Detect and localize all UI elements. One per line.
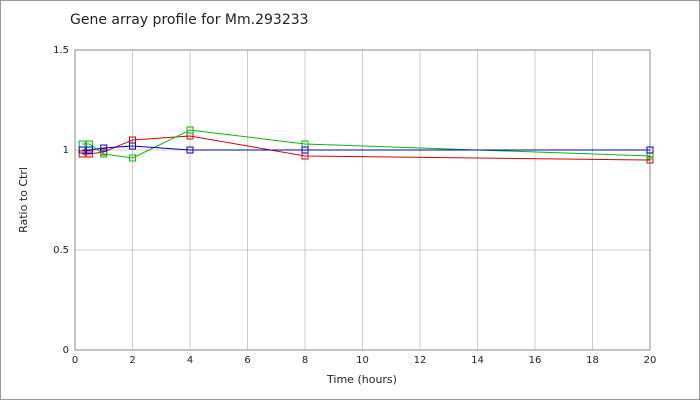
point-marker	[301, 146, 309, 154]
plot-border	[74, 49, 651, 351]
x-tick-label: 2	[129, 355, 135, 366]
series-line	[82, 135, 651, 161]
series-line	[82, 145, 650, 151]
y-axis-label: Ratio to Ctrl	[17, 167, 30, 233]
x-axis-label: Time (hours)	[326, 373, 397, 386]
point-marker	[129, 142, 136, 150]
point-marker	[85, 146, 93, 154]
point-marker	[78, 150, 86, 158]
y-tick-label: 0.5	[53, 245, 69, 256]
x-tick-label: 8	[302, 355, 308, 366]
x-tick-label: 12	[414, 355, 427, 366]
x-tick-label: 20	[644, 355, 657, 366]
y-tick-label: 0	[63, 345, 69, 356]
series-line	[82, 129, 651, 159]
y-tick-label: 1	[63, 145, 69, 156]
point-marker	[129, 154, 136, 162]
point-marker	[100, 144, 108, 152]
point-marker	[646, 146, 654, 154]
point-marker	[186, 126, 194, 134]
x-tick-label: 0	[72, 355, 78, 366]
x-tick-label: 18	[586, 355, 599, 366]
point-marker	[78, 146, 86, 154]
x-tick-label: 10	[356, 355, 369, 366]
x-tick-label: 16	[529, 355, 542, 366]
y-tick-label: 1.5	[53, 45, 69, 56]
x-tick-label: 14	[471, 355, 484, 366]
point-marker	[646, 156, 654, 164]
x-tick-label: 6	[244, 355, 250, 366]
x-tick-label: 4	[187, 355, 193, 366]
point-marker	[85, 150, 93, 158]
chart-title: Gene array profile for Mm.293233	[70, 12, 309, 28]
point-marker	[186, 146, 194, 154]
